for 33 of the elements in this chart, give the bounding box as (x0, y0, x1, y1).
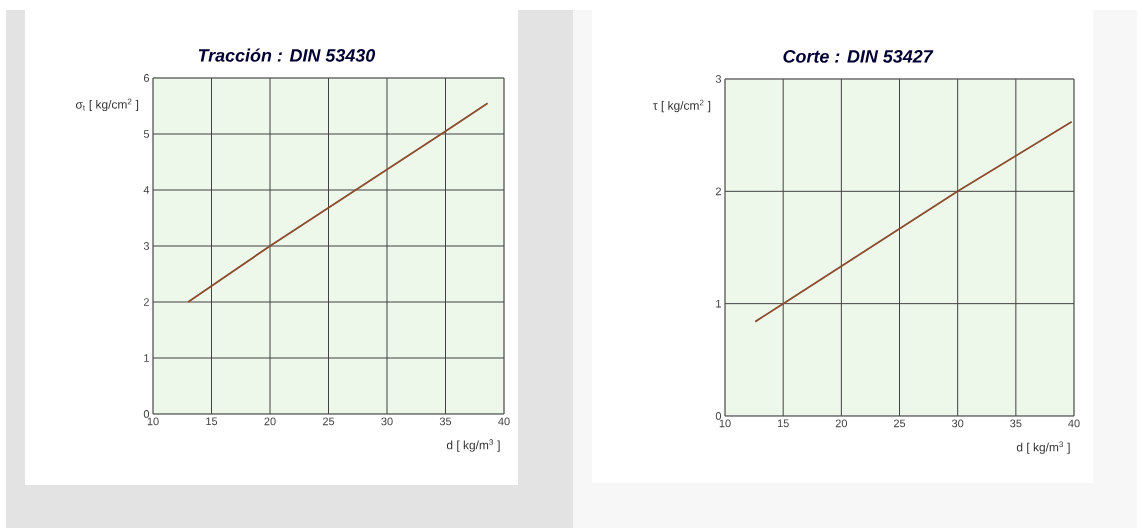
y-tick-label: 1 (716, 299, 721, 308)
y-tick-label: 1 (144, 354, 149, 362)
y-tick-label: 3 (143, 242, 149, 250)
y-axis-title: σ$_{t}$ [ kg/cm$^{2}$ ] (75, 98, 139, 112)
x-tick-label: 25 (893, 419, 906, 428)
x-tick-label: 35 (1010, 419, 1022, 428)
y-tick-label: 4 (143, 186, 150, 194)
y-tick-label: 0 (143, 410, 150, 418)
line-series (187, 102, 489, 303)
x-tick-label: 25 (322, 417, 335, 426)
y-tick-label: 2 (143, 298, 149, 306)
x-tick-label: 40 (498, 417, 510, 426)
x-tick-label: 20 (264, 417, 276, 426)
y-tick-label: 3 (715, 75, 722, 83)
y-tick-label: 6 (143, 74, 149, 82)
line-series (754, 120, 1073, 323)
x-tick-label: 10 (147, 417, 159, 426)
x-axis-title: d [ kg/m$^{3}$ ] (446, 439, 500, 452)
y-tick-label: 5 (143, 130, 150, 138)
x-tick-label: 40 (1068, 419, 1080, 428)
x-tick-label: 35 (439, 417, 452, 426)
x-axis-title: d [ kg/m$^{3}$ ] (1016, 441, 1070, 454)
chart-title: Corte : DIN 53427 (783, 50, 934, 63)
y-tick-label: 2 (715, 187, 721, 196)
x-tick-label: 10 (719, 419, 731, 428)
x-tick-label: 30 (381, 417, 393, 426)
x-tick-label: 20 (835, 419, 847, 428)
chart-title: Tracción : DIN 53430 (198, 48, 376, 62)
x-tick-label: 15 (777, 419, 789, 428)
y-tick-label: 0 (715, 412, 722, 420)
x-tick-label: 15 (206, 417, 218, 426)
x-tick-label: 30 (952, 419, 964, 428)
y-axis-title: τ [ kg/cm$^{2}$ ] (653, 99, 711, 113)
